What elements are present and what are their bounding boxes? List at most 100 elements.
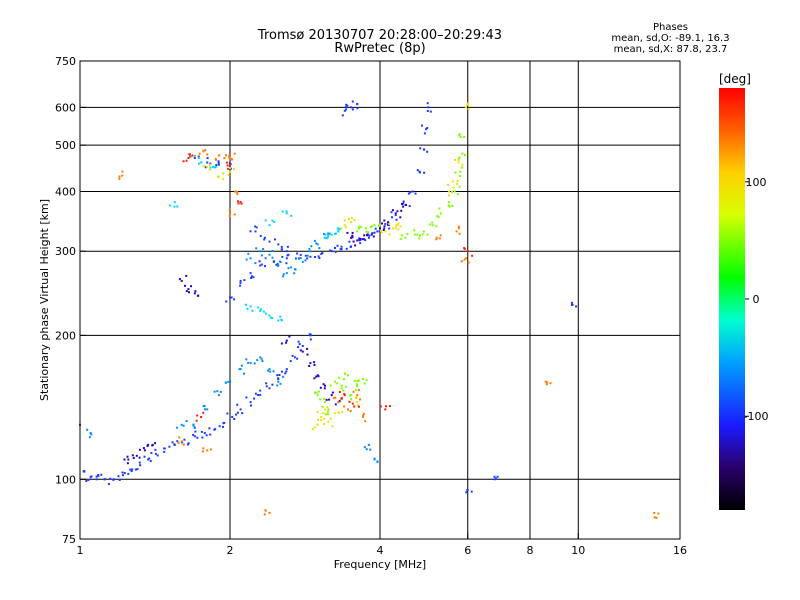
data-point <box>369 226 372 228</box>
colorbar-tick-label: -100 <box>744 410 769 423</box>
data-point <box>356 380 359 383</box>
phase-stats-o-mode: mean, sd,O: -89.1, 16.3 <box>611 33 730 44</box>
data-point <box>277 319 280 322</box>
data-point <box>394 212 397 215</box>
data-point <box>236 403 239 406</box>
data-point <box>309 333 312 336</box>
data-point <box>423 171 426 174</box>
data-point <box>225 300 228 303</box>
data-point <box>264 219 267 222</box>
data-point <box>324 233 327 236</box>
data-point <box>187 443 189 446</box>
data-point <box>294 257 297 260</box>
data-point <box>285 370 288 373</box>
data-point <box>259 264 262 267</box>
data-point <box>271 250 274 252</box>
data-point <box>293 356 296 359</box>
data-point <box>362 238 365 241</box>
data-point <box>281 210 284 213</box>
x-tick-label: 2 <box>227 544 234 557</box>
data-point <box>82 470 85 473</box>
data-point <box>250 277 253 279</box>
data-point <box>147 458 150 461</box>
data-point <box>400 234 403 237</box>
data-point <box>447 183 449 186</box>
data-point <box>546 381 549 384</box>
data-point <box>404 236 407 239</box>
data-point <box>276 384 279 387</box>
data-point <box>188 153 191 156</box>
data-point <box>86 428 89 431</box>
data-point <box>340 227 343 230</box>
y-tick-label: 400 <box>55 185 76 198</box>
data-point <box>401 203 403 206</box>
data-point <box>356 401 359 404</box>
data-point <box>285 272 288 275</box>
data-point <box>371 232 374 235</box>
data-point <box>329 384 332 387</box>
data-point <box>411 190 414 193</box>
data-point <box>193 157 196 159</box>
data-point <box>409 191 412 194</box>
data-point <box>228 162 231 164</box>
data-point <box>341 114 344 117</box>
data-point <box>306 347 309 350</box>
data-point <box>364 420 367 423</box>
data-point <box>335 232 337 235</box>
y-tick-label: 200 <box>55 329 76 342</box>
data-point <box>132 457 135 459</box>
data-point <box>243 279 246 282</box>
data-point <box>254 262 257 265</box>
data-point <box>127 472 130 475</box>
data-point <box>467 107 470 110</box>
data-point <box>121 471 124 474</box>
data-point <box>244 303 247 306</box>
data-point <box>447 204 450 207</box>
colorbar-ticks: 100 0 -100 <box>744 176 769 423</box>
data-point <box>343 394 346 397</box>
data-point <box>428 223 431 226</box>
data-point <box>197 294 200 297</box>
data-point <box>340 384 343 387</box>
data-point <box>259 309 262 312</box>
data-point <box>286 245 289 248</box>
chart-subtitle: RwPretec (8p) <box>334 41 426 56</box>
data-point <box>229 170 231 173</box>
data-point <box>138 456 141 459</box>
data-point <box>127 458 130 461</box>
data-point <box>240 364 243 367</box>
data-point <box>222 425 224 428</box>
data-point <box>267 369 269 372</box>
data-point <box>394 214 397 217</box>
data-point <box>217 160 220 163</box>
data-point <box>384 408 387 411</box>
phase-stats-x-mode: mean, sd,X: 87.8, 23.7 <box>613 44 728 55</box>
data-point <box>358 239 361 242</box>
data-point <box>254 392 257 395</box>
data-point <box>213 166 216 169</box>
data-point <box>259 394 262 397</box>
data-point <box>259 389 262 392</box>
data-point <box>456 193 459 196</box>
data-point <box>431 221 434 224</box>
data-point <box>309 362 312 365</box>
data-point <box>384 230 387 233</box>
data-point <box>237 202 240 205</box>
data-point <box>239 201 242 204</box>
data-point <box>203 432 206 434</box>
data-point <box>121 170 124 173</box>
data-point <box>426 110 429 112</box>
data-point <box>653 512 656 514</box>
data-point <box>280 318 283 321</box>
data-point <box>362 378 365 381</box>
data-point <box>201 436 204 439</box>
data-point <box>134 468 137 471</box>
data-point <box>351 216 353 219</box>
data-point <box>327 232 330 235</box>
data-point <box>351 108 354 111</box>
data-point <box>204 408 206 411</box>
data-point <box>464 154 466 156</box>
data-point <box>431 224 434 227</box>
data-point <box>285 212 288 215</box>
data-point <box>421 233 424 236</box>
